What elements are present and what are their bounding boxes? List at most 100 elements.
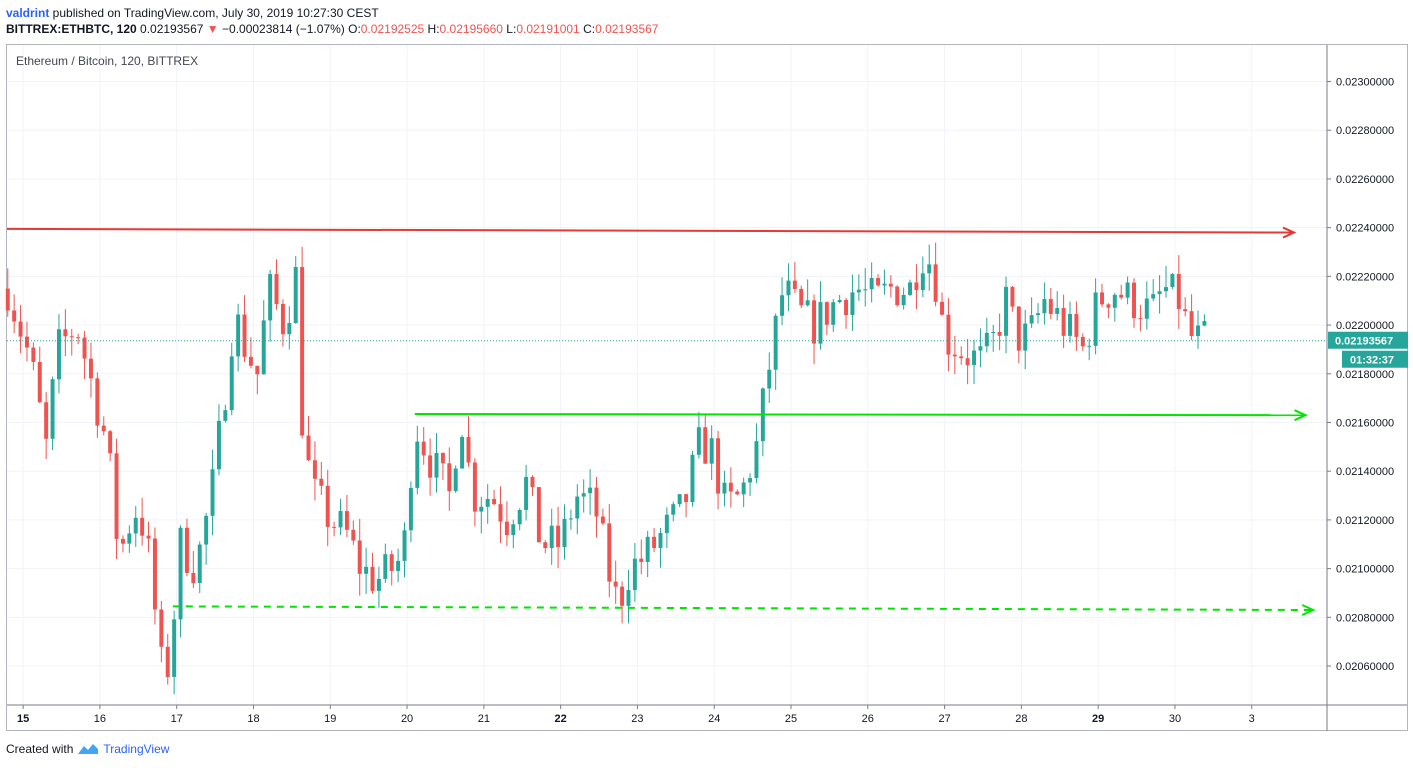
candle-body-up [223, 410, 228, 421]
symbol-info: BITTREX:ETHBTC, 120 0.02193567 ▼ −0.0002… [6, 22, 658, 36]
candle-body-down [594, 487, 599, 517]
last-price: 0.02193567 [140, 22, 204, 36]
y-tick-label: 0.02100000 [1336, 564, 1394, 576]
published-text: published on TradingView.com, July 30, 2… [49, 6, 379, 20]
y-tick-label: 0.02260000 [1336, 174, 1394, 186]
candle-body-down [492, 498, 497, 505]
candle-body-down [370, 566, 375, 591]
candle-body-up [1112, 294, 1117, 308]
publish-info: valdrint published on TradingView.com, J… [6, 6, 379, 20]
candle-body-down [1183, 309, 1188, 312]
candle-body-up [229, 356, 234, 411]
candle-body-up [517, 509, 522, 525]
candle-body-up [991, 332, 996, 334]
candle-body-down [248, 356, 253, 366]
x-tick-label: 26 [862, 713, 874, 725]
candle-body-up [658, 533, 663, 548]
candle-body-down [735, 491, 740, 495]
candle-body-up [927, 264, 932, 274]
candle-body-down [946, 314, 951, 355]
symbol-name: BITTREX:ETHBTC, 120 [6, 22, 137, 36]
author-link[interactable]: valdrint [6, 6, 50, 20]
candle-body-down [933, 264, 938, 302]
candle-body-up [767, 369, 772, 389]
candle-body-down [165, 646, 170, 677]
price-axis[interactable]: 0.02060000 0.02080000 0.02100000 0.02120000… [1326, 45, 1394, 731]
candle-body-up [805, 300, 810, 306]
candle-body-up [127, 533, 132, 544]
candle-body-up [1093, 292, 1098, 346]
support-line [172, 605, 1314, 612]
candle-body-down [146, 535, 151, 539]
candle-body-down [703, 427, 708, 464]
resistance-line [6, 227, 1294, 234]
candle-body-down [952, 354, 957, 357]
candle-body-down [1176, 273, 1181, 310]
candle-body-up [364, 566, 369, 574]
candle-body-down [12, 310, 17, 322]
candle-body-up [261, 320, 266, 375]
x-tick-label: 25 [785, 713, 797, 725]
candle-body-down [88, 358, 93, 379]
candle-body-down [472, 462, 477, 512]
candle-body-down [1010, 286, 1015, 307]
candle-body-up [1157, 291, 1162, 295]
x-tick-label: 23 [631, 713, 643, 725]
candle-body-down [1138, 318, 1143, 320]
x-tick-label: 18 [247, 713, 259, 725]
candle-body-down [152, 538, 157, 610]
candles [5, 242, 1207, 695]
candle-body-up [773, 315, 778, 370]
candle-body-up [460, 436, 465, 469]
candle-body-down [1132, 282, 1136, 319]
candle-body-down [191, 572, 196, 584]
candle-body-up [479, 506, 484, 512]
time-axis[interactable]: 15 16 17 18 19 20 21 22 23 24 25 26 27 28 29 30 3 [7, 704, 1407, 725]
candle-body-up [575, 496, 580, 519]
candle-body-down [888, 283, 893, 287]
candle-body-up [869, 278, 874, 290]
support-arrowhead [1294, 409, 1308, 422]
y-tick-label: 0.02060000 [1336, 661, 1394, 673]
candle-body-up [50, 379, 55, 439]
candle-body-down [792, 280, 797, 289]
candle-body-up [376, 578, 381, 591]
candle-body-up [549, 525, 554, 549]
candle-body-down [255, 365, 260, 375]
candle-body-down [1048, 299, 1053, 314]
x-tick-label: 17 [171, 713, 183, 725]
candle-body-up [210, 469, 215, 516]
candle-body-down [620, 586, 625, 606]
candle-body-up [1029, 315, 1034, 324]
x-tick-label: 27 [938, 713, 950, 725]
candle-body-up [1055, 308, 1060, 314]
candle-body-down [959, 356, 964, 359]
candle-body-up [1144, 298, 1149, 319]
x-tick-label: 15 [17, 713, 29, 725]
candle-body-down [76, 337, 81, 339]
resistance-arrowhead [1282, 226, 1297, 239]
candle-body-up [581, 493, 586, 497]
candle-body-down [1189, 311, 1194, 337]
grid [7, 45, 1328, 705]
candle-body-up [626, 590, 631, 606]
footer: Created with TradingView [6, 742, 169, 756]
candle-body-up [524, 476, 529, 510]
candle-body-down [114, 453, 119, 539]
y-tick-label: 0.02120000 [1336, 515, 1394, 527]
y-tick-label: 0.02180000 [1336, 369, 1394, 381]
high-value: 0.02195660 [439, 22, 503, 36]
candle-body-up [722, 482, 727, 494]
candle-body-up [178, 527, 183, 620]
candle-body-down [31, 347, 36, 362]
tradingview-link[interactable]: TradingView [103, 742, 170, 756]
candle-body-down [997, 332, 1002, 336]
candle-body-down [159, 609, 164, 647]
support-arrowhead [1301, 604, 1316, 616]
candle-body-down [940, 301, 945, 315]
candle-body-down [184, 527, 189, 573]
candle-body-up [972, 350, 977, 366]
candle-body-up [485, 498, 490, 507]
candle-body-up [1151, 294, 1156, 299]
